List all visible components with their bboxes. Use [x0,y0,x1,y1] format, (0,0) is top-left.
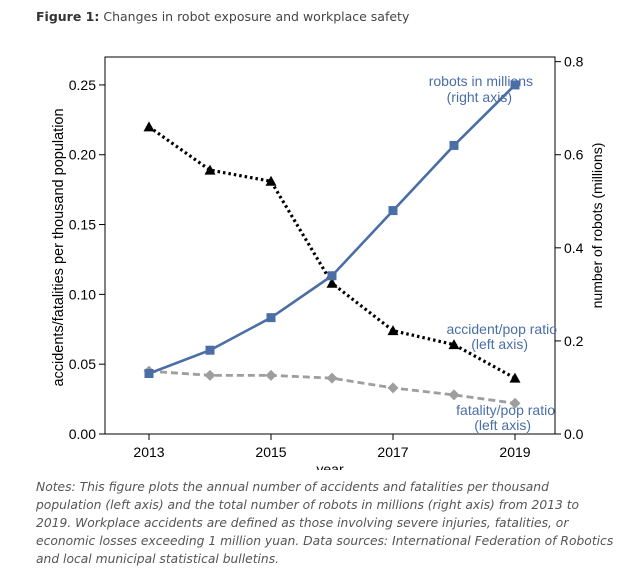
data-point-square [205,345,215,355]
data-point-square [449,140,459,150]
x-axis-tick-label: 2013 [133,444,164,460]
left-axis-title: accidents/fatalities per thousand popula… [51,108,67,386]
series-label-accident-line1: accident/pop ratio [446,321,557,337]
series-label-robots-line2: (right axis) [447,89,512,105]
series-label-fatality-line1: fatality/pop ratio [456,402,555,418]
figure-label: Figure 1: [36,9,100,24]
data-point-diamond [326,372,338,384]
data-point-triangle [448,339,460,350]
series-label-robots-line1: robots in millions [429,73,533,89]
figure-title: Figure 1: Changes in robot exposure and … [36,9,409,24]
data-point-square [327,271,337,281]
x-axis-tick-label: 2017 [377,444,408,460]
left-axis-tick-label: 0.20 [69,147,96,163]
right-axis-title: number of robots (millions) [589,143,605,309]
right-axis-tick-label: 0.4 [564,240,584,256]
right-axis-tick-label: 0.2 [564,333,584,349]
left-axis-tick-label: 0.15 [69,217,96,233]
line-chart: 0.00 0.05 0.10 0.15 0.20 0.25 0.0 0.2 0.4 0.6 0.8 2… [51,54,605,470]
series-label-fatality-line2: (left axis) [474,417,531,433]
right-axis-tick-label: 0.0 [564,426,584,442]
plot-frame [104,56,556,435]
series-layer [143,80,521,409]
figure-title-text: Changes in robot exposure and workplace … [103,9,410,24]
data-point-diamond [448,389,460,401]
data-point-square [266,313,276,323]
data-point-triangle [326,277,338,288]
left-axis-tick-label: 0.10 [69,286,96,302]
data-point-diamond [204,369,216,381]
left-axis-tick-label: 0.25 [69,77,96,93]
left-axis-tick-label: 0.05 [69,356,96,372]
data-point-diamond [387,382,399,394]
data-point-triangle [387,325,399,336]
data-point-triangle [265,175,277,186]
figure-notes: Notes: This figure plots the annual numb… [36,480,614,566]
data-point-triangle [204,164,216,175]
data-point-diamond [509,397,521,409]
x-axis-tick-label: 2015 [255,444,286,460]
data-point-diamond [265,369,277,381]
data-point-triangle [509,372,521,383]
x-axis-tick-label: 2019 [499,444,530,460]
data-point-square [510,80,520,90]
right-axis-tick-label: 0.8 [564,54,584,70]
left-axis-tick-label: 0.00 [69,426,96,442]
series-labels-layer: robots in millions(right axis) accident/p… [429,73,557,433]
data-point-triangle [143,121,155,132]
data-point-square [144,368,154,378]
axes-layer: 0.00 0.05 0.10 0.15 0.20 0.25 0.0 0.2 0.4 0.6 0.8 2… [51,54,605,470]
data-point-square [388,206,398,216]
series-line-triangle [148,125,516,380]
series-label-accident-line2: (left axis) [471,336,528,352]
right-axis-tick-label: 0.6 [564,147,584,163]
x-axis-title: year [316,461,344,470]
